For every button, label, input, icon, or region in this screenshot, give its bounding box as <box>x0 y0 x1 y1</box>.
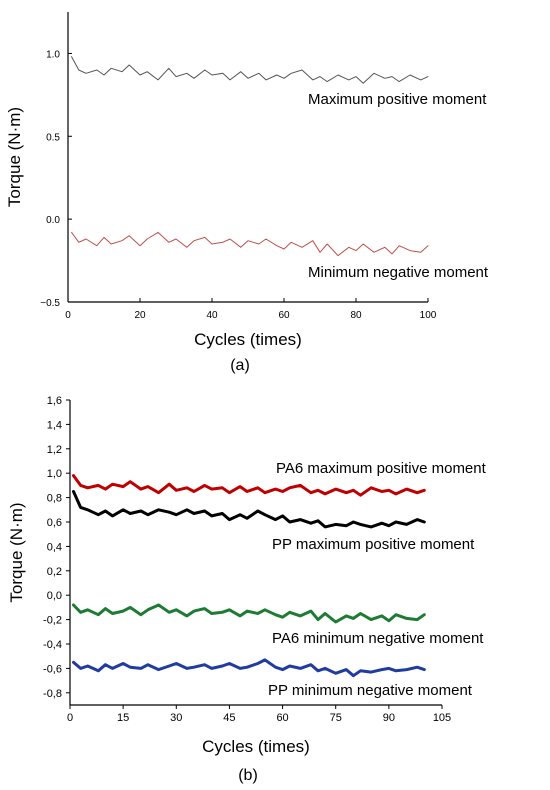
series-label-2: Minimum negative moment <box>308 264 489 281</box>
series-label-3: PA6 minimum negative moment <box>272 630 484 647</box>
series-line-2 <box>72 490 426 529</box>
y-axis-label: Torque (N·m) <box>5 107 24 207</box>
y-tick-label: −0.5 <box>40 298 60 309</box>
x-tick-label: 80 <box>350 310 362 321</box>
x-tick-label: 60 <box>276 712 288 724</box>
y-tick-label: -0,4 <box>43 639 62 651</box>
y-tick-label: 0,4 <box>47 541 62 553</box>
x-tick-label: 60 <box>278 310 290 321</box>
y-tick-label: 0,2 <box>47 566 62 578</box>
x-tick-label: 100 <box>420 310 437 321</box>
series-label-4: PP minimum negative moment <box>268 682 473 699</box>
y-tick-label: 1,0 <box>47 468 62 480</box>
y-axis-label: Torque (N·m) <box>7 502 26 602</box>
series-line-3 <box>72 603 426 624</box>
series-label-1: Maximum positive moment <box>308 91 487 108</box>
chart-panel-b: 0 15 30 45 60 75 90 105 -0,8 -0,6 -0,4 -0,2 0,0 0,2 0,… <box>7 395 487 784</box>
series-line-1 <box>72 474 426 497</box>
y-tick-label: -0,2 <box>43 615 62 627</box>
y-tick-label: 0,0 <box>47 590 62 602</box>
series-line-1 <box>71 56 429 84</box>
x-tick-label: 40 <box>206 310 218 321</box>
series-line-4 <box>72 658 426 678</box>
y-tick-label: 1,4 <box>47 419 62 431</box>
chart-panel-a: 0 20 40 60 80 100 −0.5 0.0 0.5 1.0 Maximum positiv… <box>5 12 489 374</box>
panel-label: (a) <box>230 357 250 374</box>
series-line-2 <box>71 231 429 257</box>
y-tick-label: -0,6 <box>43 663 62 675</box>
x-tick-label: 0 <box>67 712 73 724</box>
x-tick-label: 45 <box>223 712 235 724</box>
y-tick-label: 0.0 <box>46 215 60 226</box>
x-axis-label: Cycles (times) <box>202 737 310 756</box>
x-tick-label: 75 <box>330 712 342 724</box>
y-tick-label: 0,8 <box>47 493 62 505</box>
x-tick-label: 15 <box>117 712 129 724</box>
y-tick-label: 1,6 <box>47 395 62 407</box>
y-tick-label: 0,6 <box>47 517 62 529</box>
series-label-1: PA6 maximum positive moment <box>276 460 487 477</box>
series-label-2: PP maximum positive moment <box>272 536 475 553</box>
x-tick-label: 105 <box>433 712 451 724</box>
y-tick-label: -0,8 <box>43 688 62 700</box>
x-axis-label: Cycles (times) <box>194 330 302 349</box>
x-tick-label: 0 <box>65 310 71 321</box>
panel-label: (b) <box>238 767 258 784</box>
x-tick-label: 30 <box>170 712 182 724</box>
x-tick-label: 90 <box>383 712 395 724</box>
y-tick-label: 1,2 <box>47 444 62 456</box>
y-tick-label: 1.0 <box>46 49 60 60</box>
y-tick-label: 0.5 <box>46 132 60 143</box>
x-tick-label: 20 <box>134 310 146 321</box>
